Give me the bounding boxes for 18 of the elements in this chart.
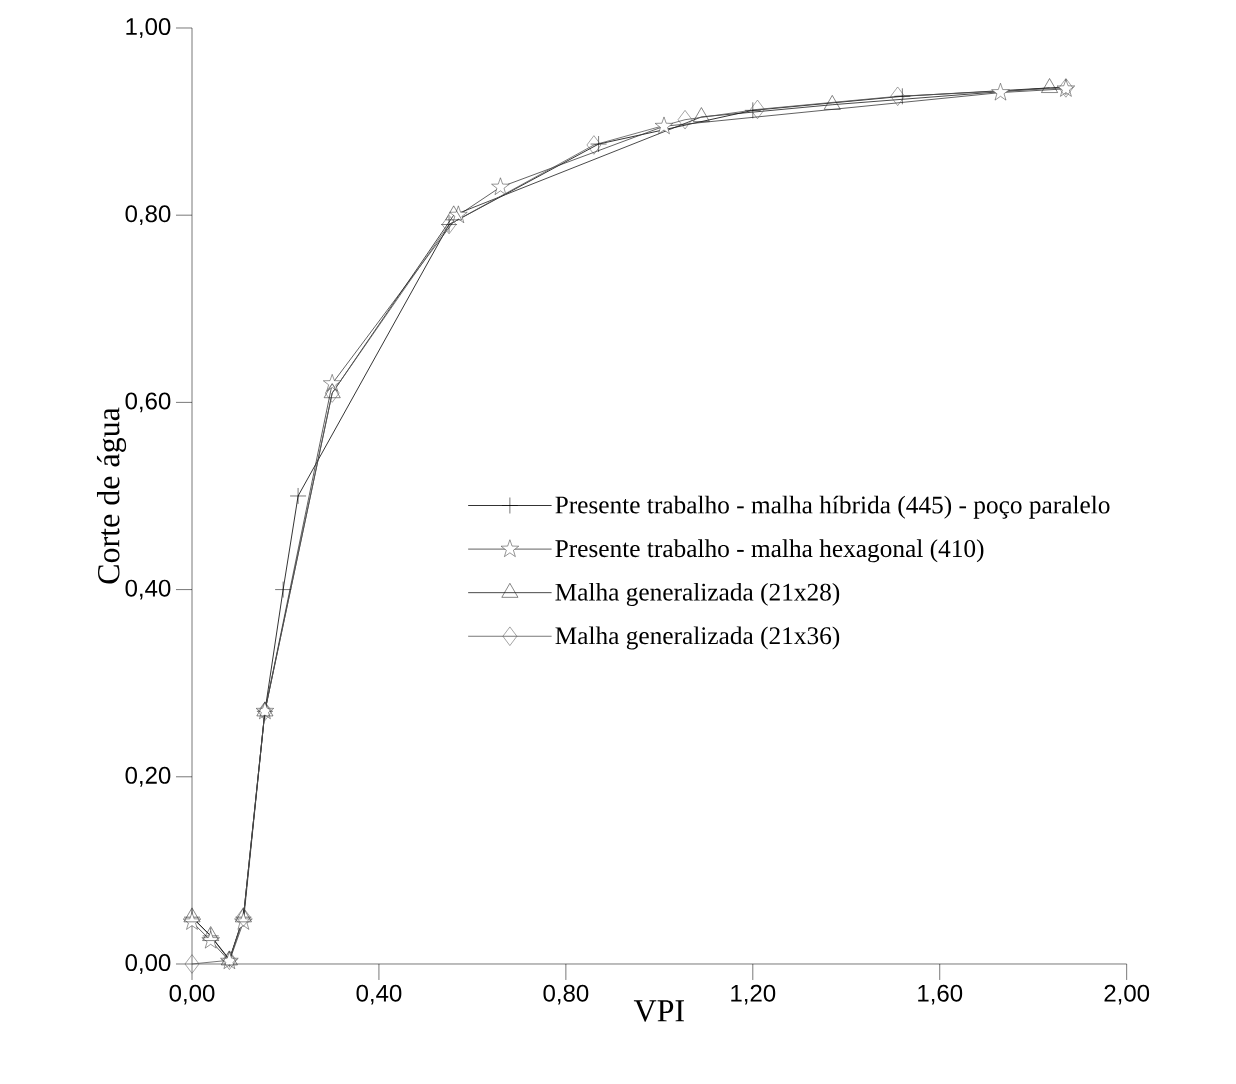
y-tick-label: 0,60 bbox=[125, 392, 171, 413]
y-axis-title: Corte de água bbox=[96, 407, 127, 584]
y-tick-label: 0,20 bbox=[125, 766, 171, 787]
y-tick-label: 1,00 bbox=[126, 18, 171, 38]
x-tick-label: 0,00 bbox=[169, 984, 215, 1005]
legend-label: Presente trabalho - malha híbrida (445) - poço paralelo bbox=[555, 495, 1110, 519]
y-tick-label: 0,00 bbox=[125, 954, 171, 974]
legend-label: Malha generalizada (21x36) bbox=[555, 626, 840, 650]
x-tick-label: 0,80 bbox=[543, 984, 589, 1005]
legend-label: Presente trabalho - malha hexagonal (410) bbox=[555, 539, 984, 563]
x-tick-label: 2,00 bbox=[1104, 984, 1150, 1005]
legend-label: Malha generalizada (21x28) bbox=[555, 582, 840, 606]
x-tick-label: 0,40 bbox=[356, 984, 402, 1005]
x-axis-title: VPI bbox=[633, 1000, 684, 1022]
y-tick-label: 0,80 bbox=[125, 205, 171, 226]
x-tick-label: 1,60 bbox=[918, 984, 963, 1005]
y-tick-label: 0,40 bbox=[125, 579, 171, 600]
x-tick-label: 1,20 bbox=[731, 984, 776, 1005]
